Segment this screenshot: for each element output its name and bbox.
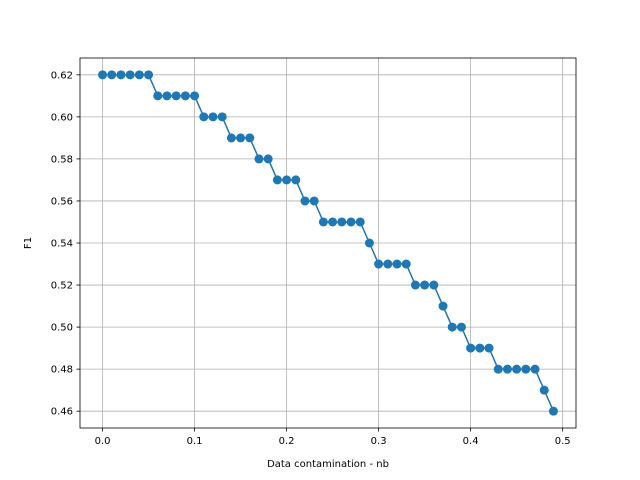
data-point <box>300 196 310 206</box>
data-point <box>263 154 273 164</box>
data-point <box>98 70 108 80</box>
data-point <box>116 70 126 80</box>
data-point <box>466 343 476 353</box>
series-layer <box>98 70 558 416</box>
data-point <box>420 280 430 290</box>
data-point <box>171 91 181 101</box>
grid <box>80 58 576 428</box>
y-tick-label: 0.60 <box>51 112 73 123</box>
data-point <box>254 154 264 164</box>
data-point <box>337 217 347 227</box>
y-tick-label: 0.58 <box>51 154 73 165</box>
data-point <box>484 343 494 353</box>
x-axis-label: Data contamination - nb <box>267 459 389 470</box>
data-point <box>272 175 282 185</box>
data-point <box>530 364 540 374</box>
y-tick-label: 0.54 <box>51 239 73 250</box>
data-point <box>217 112 227 122</box>
data-point <box>346 217 356 227</box>
data-point <box>383 259 393 269</box>
y-tick-label: 0.62 <box>51 70 73 81</box>
data-point <box>438 301 448 311</box>
x-axis: 0.0 0.1 0.2 0.3 0.4 0.5 <box>95 428 571 447</box>
data-point <box>162 91 172 101</box>
data-point <box>429 280 439 290</box>
data-point <box>328 217 338 227</box>
data-point <box>318 217 328 227</box>
data-point <box>475 343 485 353</box>
data-point <box>521 364 531 374</box>
x-tick-label: 0.4 <box>463 436 479 447</box>
data-point <box>190 91 200 101</box>
y-tick-label: 0.56 <box>51 196 73 207</box>
data-point <box>282 175 292 185</box>
data-point <box>309 196 319 206</box>
data-point <box>134 70 144 80</box>
data-point <box>456 322 466 332</box>
data-point <box>125 70 135 80</box>
data-point <box>548 406 558 416</box>
data-point <box>512 364 522 374</box>
data-point <box>226 133 236 143</box>
data-point <box>107 70 117 80</box>
y-tick-label: 0.50 <box>51 323 73 334</box>
data-point <box>374 259 384 269</box>
data-point <box>245 133 255 143</box>
y-axis-label: F1 <box>23 237 34 249</box>
y-axis: 0.46 0.48 0.50 0.52 0.54 0.56 0.58 0.60 0.62 <box>51 70 80 418</box>
data-point <box>364 238 374 248</box>
data-point <box>539 385 549 395</box>
data-point <box>208 112 218 122</box>
data-point <box>291 175 301 185</box>
data-point <box>144 70 154 80</box>
data-point <box>153 91 163 101</box>
y-tick-label: 0.46 <box>51 407 73 418</box>
data-point <box>355 217 365 227</box>
x-tick-label: 0.2 <box>279 436 295 447</box>
y-tick-label: 0.48 <box>51 365 73 376</box>
data-point <box>401 259 411 269</box>
x-tick-label: 0.3 <box>371 436 387 447</box>
data-point <box>493 364 503 374</box>
data-point <box>392 259 402 269</box>
data-point <box>199 112 209 122</box>
data-point <box>410 280 420 290</box>
data-point <box>180 91 190 101</box>
data-point <box>447 322 457 332</box>
x-tick-label: 0.1 <box>187 436 203 447</box>
x-tick-label: 0.5 <box>555 436 571 447</box>
y-tick-label: 0.52 <box>51 281 73 292</box>
data-point <box>236 133 246 143</box>
data-point <box>502 364 512 374</box>
x-tick-label: 0.0 <box>95 436 111 447</box>
